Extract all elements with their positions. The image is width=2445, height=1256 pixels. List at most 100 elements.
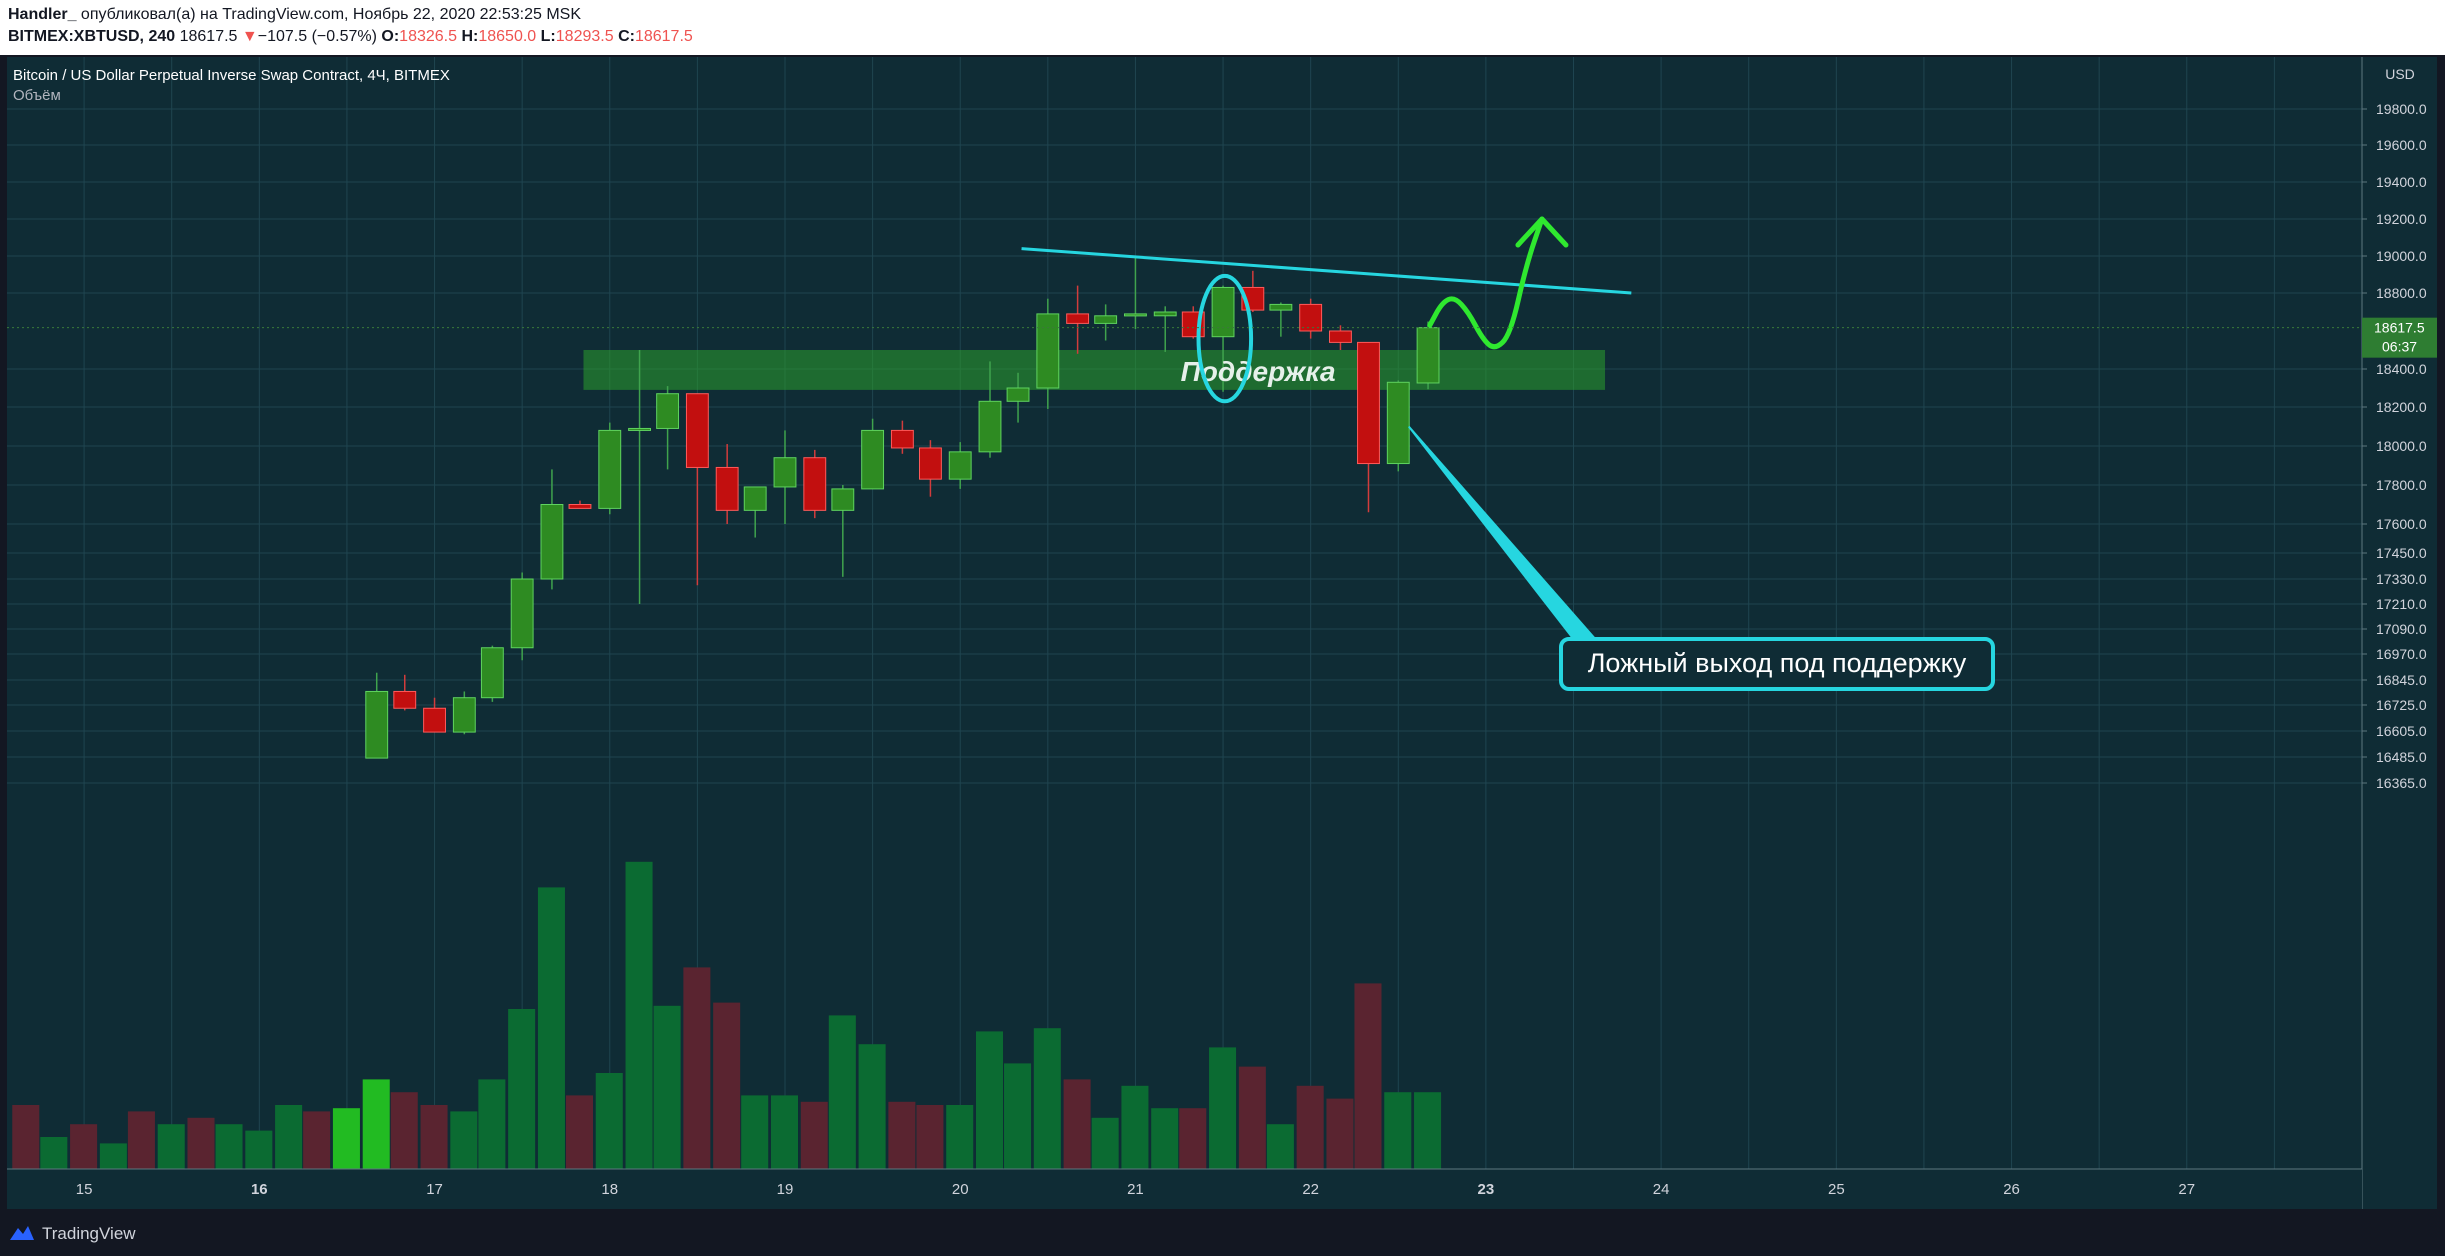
price-tick-label: 19600.0 bbox=[2376, 137, 2427, 153]
candle bbox=[540, 469, 564, 590]
price-tick-label: 16365.0 bbox=[2376, 775, 2427, 791]
date-tick-label: 15 bbox=[76, 1181, 93, 1198]
candle-body bbox=[948, 451, 972, 480]
volume-bar bbox=[713, 1002, 741, 1169]
high-label: H: bbox=[461, 28, 479, 45]
projection-path bbox=[1427, 216, 1545, 350]
candle bbox=[861, 418, 885, 490]
candle-body bbox=[480, 647, 504, 699]
callout-box bbox=[1559, 637, 1995, 691]
candle bbox=[1066, 285, 1090, 354]
volume-bar bbox=[653, 1005, 681, 1169]
chart-background bbox=[7, 57, 2437, 1209]
candle bbox=[1386, 380, 1410, 472]
volume-bar bbox=[332, 1108, 360, 1169]
volume-bar bbox=[478, 1079, 506, 1169]
candle-body bbox=[1299, 303, 1323, 332]
price-tick-label: 16845.0 bbox=[2376, 672, 2427, 688]
axis-currency: USD bbox=[2385, 66, 2415, 82]
date-tick-label: 25 bbox=[1828, 1181, 1845, 1198]
candle bbox=[1269, 302, 1293, 337]
candle bbox=[393, 674, 417, 711]
time-axis: 15 16 17 18 19 20 21 22 23 24 25 26 27 bbox=[7, 1168, 2362, 1209]
price-axis: USD 19800.0 19600.0 19400.0 19200.0 19000.0 18… bbox=[2361, 57, 2437, 1209]
chart-title: Bitcoin / US Dollar Perpetual Inverse Sw… bbox=[13, 67, 450, 84]
date-tick-label: 18 bbox=[601, 1181, 618, 1198]
candle bbox=[598, 422, 622, 515]
grid-lines bbox=[7, 57, 2362, 1169]
candle-body bbox=[1211, 286, 1235, 338]
candle-body bbox=[540, 504, 564, 580]
candle-body bbox=[685, 393, 709, 468]
last-price: 18617.5 bbox=[179, 28, 238, 45]
callout-text: Ложный выход под поддержку bbox=[1588, 648, 1967, 678]
volume-bar bbox=[99, 1143, 127, 1169]
price-tick-label: 18000.0 bbox=[2376, 438, 2427, 454]
volume-bar bbox=[157, 1124, 185, 1169]
candle bbox=[1211, 285, 1235, 392]
price-tick-label: 17450.0 bbox=[2376, 545, 2427, 561]
candle-body bbox=[803, 457, 827, 511]
candle-body bbox=[393, 690, 417, 709]
footer-brand[interactable]: TradingView bbox=[42, 1224, 136, 1243]
candle bbox=[510, 572, 534, 661]
candle bbox=[685, 393, 709, 586]
candle bbox=[890, 420, 914, 454]
candle bbox=[1299, 298, 1323, 339]
candle bbox=[1094, 304, 1118, 341]
candle bbox=[1329, 325, 1352, 350]
candle-body bbox=[1036, 313, 1060, 389]
price-tick-label: 18400.0 bbox=[2376, 361, 2427, 377]
candle-body bbox=[743, 486, 767, 511]
candle bbox=[1006, 372, 1030, 423]
volume-bar bbox=[303, 1111, 331, 1169]
volume-bar bbox=[1414, 1092, 1442, 1169]
time-axis-background bbox=[7, 1169, 2362, 1209]
candle-body bbox=[628, 427, 651, 431]
volume-bar bbox=[683, 967, 711, 1169]
volume-bar bbox=[888, 1101, 916, 1169]
current-price-label: 18617.5 bbox=[2374, 320, 2425, 336]
chart-area[interactable]: Поддержка Ложный выход под поддержку USD 19… bbox=[7, 57, 2437, 1209]
candle-body bbox=[568, 504, 592, 509]
tradingview-logo-icon bbox=[10, 1226, 34, 1240]
volume-bar bbox=[390, 1092, 418, 1169]
candles bbox=[365, 257, 1440, 759]
author-name[interactable]: Handler_ bbox=[8, 6, 77, 23]
price-tick-label: 19400.0 bbox=[2376, 174, 2427, 190]
support-zone bbox=[583, 350, 1606, 390]
volume-bar bbox=[1296, 1085, 1324, 1169]
candle bbox=[1153, 306, 1177, 352]
volume-bar bbox=[362, 1079, 390, 1169]
volume-bar bbox=[215, 1124, 243, 1169]
price-tick-label: 17600.0 bbox=[2376, 516, 2427, 532]
volume-bar bbox=[1384, 1092, 1412, 1169]
candle bbox=[1036, 298, 1060, 409]
volume-bar bbox=[245, 1130, 273, 1169]
candle-body bbox=[1357, 341, 1380, 465]
change-arrow-icon: ▼ bbox=[241, 28, 258, 45]
volume-bar bbox=[1266, 1124, 1294, 1169]
date-tick-label: 26 bbox=[2003, 1181, 2020, 1198]
symbol-name: BITMEX:XBTUSD, 240 bbox=[8, 28, 176, 45]
candle-body bbox=[510, 578, 534, 649]
candle-body bbox=[918, 447, 942, 480]
low-value: 18293.5 bbox=[555, 28, 614, 45]
price-tick-label: 16485.0 bbox=[2376, 749, 2427, 765]
candle bbox=[773, 430, 797, 524]
price-tick-label: 19000.0 bbox=[2376, 248, 2427, 264]
candle bbox=[978, 361, 1002, 458]
high-value: 18650.0 bbox=[478, 28, 537, 45]
date-tick-label: 23 bbox=[1478, 1181, 1495, 1198]
open-label: O: bbox=[381, 28, 400, 45]
date-tick-label: 16 bbox=[251, 1181, 268, 1198]
candle bbox=[365, 672, 389, 759]
volume-bar bbox=[450, 1111, 478, 1169]
date-tick-label: 20 bbox=[952, 1181, 969, 1198]
volume-bar bbox=[1033, 1028, 1061, 1169]
volume-bar bbox=[828, 1015, 856, 1169]
volume-bar bbox=[1004, 1063, 1032, 1169]
candle-body bbox=[1006, 387, 1030, 402]
footer: TradingView bbox=[0, 1210, 2445, 1256]
